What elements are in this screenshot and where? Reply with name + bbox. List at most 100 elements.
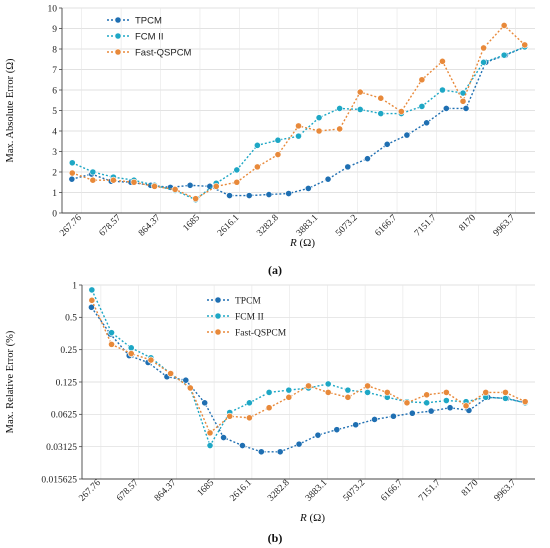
data-point (89, 168, 97, 176)
data-point (502, 389, 509, 396)
x-tick-label: 267.76 (77, 478, 103, 504)
x-tick-label: 6166.7 (379, 478, 405, 504)
y-tick-label: 4 (52, 127, 57, 137)
data-point (147, 356, 155, 364)
data-point (88, 286, 96, 294)
series-tpcm (88, 303, 529, 456)
data-point (418, 76, 426, 84)
data-point (110, 176, 117, 184)
data-point (274, 136, 282, 144)
x-tick-label: 9963.7 (492, 213, 518, 239)
data-point (127, 350, 135, 357)
data-point (344, 386, 352, 394)
x-tick-label: 678.57 (115, 478, 141, 504)
legend-entry: Fast-QSPCM (235, 328, 287, 338)
y-tick-label: 6 (52, 86, 57, 96)
x-tick-label: 2616.1 (228, 478, 254, 504)
legend-entry: FCM II (135, 31, 164, 42)
data-point (390, 412, 397, 420)
data-point (108, 340, 115, 348)
data-point (265, 389, 273, 396)
data-point (500, 51, 508, 59)
data-point (521, 41, 529, 49)
data-point (377, 110, 385, 117)
data-point (423, 399, 431, 407)
data-point (239, 442, 246, 449)
data-point (285, 393, 293, 401)
x-axis-label: R (Ω) (299, 512, 325, 524)
x-tick-label: 267.76 (58, 213, 84, 239)
legend-entry: TPCM (235, 296, 261, 306)
data-point (324, 380, 332, 388)
x-axis-label: R (Ω) (289, 237, 315, 249)
data-point (442, 389, 450, 396)
data-point (88, 296, 96, 304)
data-point (364, 155, 371, 163)
legend-entry: Fast-QSPCM (135, 47, 192, 58)
data-point (482, 389, 490, 396)
y-tick-label: 9 (52, 25, 57, 35)
data-point (257, 448, 265, 456)
data-point (480, 58, 487, 66)
x-tick-label: 3282.8 (266, 478, 292, 504)
data-point (364, 382, 371, 390)
data-point (295, 132, 302, 140)
data-point (201, 399, 209, 407)
data-point (336, 105, 344, 112)
data-point (295, 440, 303, 448)
data-point (108, 329, 115, 337)
data-point (371, 416, 378, 423)
y-tick-label: 5 (52, 107, 57, 117)
data-point (285, 386, 293, 394)
y-tick-label: 3 (52, 148, 57, 158)
x-tick-label: 5073.2 (334, 213, 360, 239)
data-point (186, 181, 194, 189)
data-point (274, 151, 282, 158)
legend-swatch-marker (214, 328, 222, 336)
data-point (403, 399, 411, 407)
data-point (206, 429, 214, 437)
y-tick-label: 0.5 (65, 314, 77, 324)
series-fast-qspcm (68, 22, 529, 203)
data-point (68, 175, 76, 183)
data-point (304, 184, 312, 192)
data-point (442, 105, 450, 112)
data-point (427, 407, 435, 415)
x-axis-label-unit: (Ω) (307, 512, 326, 524)
legend-swatch-marker (214, 296, 222, 304)
data-point (439, 57, 446, 65)
x-tick-label: 2616.1 (216, 213, 242, 239)
data-point (130, 178, 138, 186)
legend-swatch-marker (114, 32, 122, 40)
data-point (151, 182, 158, 190)
data-point (206, 442, 214, 449)
y-tick-label: 8 (52, 45, 57, 55)
data-point (68, 169, 76, 177)
x-tick-label: 8170 (460, 478, 481, 499)
x-tick-label: 6166.7 (374, 213, 400, 239)
series-line (91, 300, 526, 435)
data-point (344, 163, 352, 171)
x-tick-label: 5073.2 (342, 478, 368, 504)
x-tick-label: 9963.7 (493, 478, 519, 504)
data-point (68, 159, 76, 167)
data-point (253, 163, 261, 171)
series-line (91, 289, 526, 448)
data-point (276, 448, 284, 456)
y-tick-label: 10 (48, 4, 58, 14)
data-point (364, 389, 371, 396)
data-point (265, 191, 273, 198)
data-point (442, 397, 450, 404)
data-point (315, 114, 323, 122)
series-fast-qspcm (88, 296, 529, 437)
x-tick-label: 3883.1 (304, 478, 330, 504)
data-point (462, 402, 470, 410)
x-tick-label: 3282.8 (255, 213, 281, 239)
legend-entry: FCM II (235, 312, 264, 322)
x-axis-label-var: R (299, 512, 307, 524)
data-point (480, 44, 487, 52)
data-point (167, 370, 175, 377)
data-point (439, 86, 446, 94)
y-tick-label: 0.015625 (41, 475, 77, 485)
